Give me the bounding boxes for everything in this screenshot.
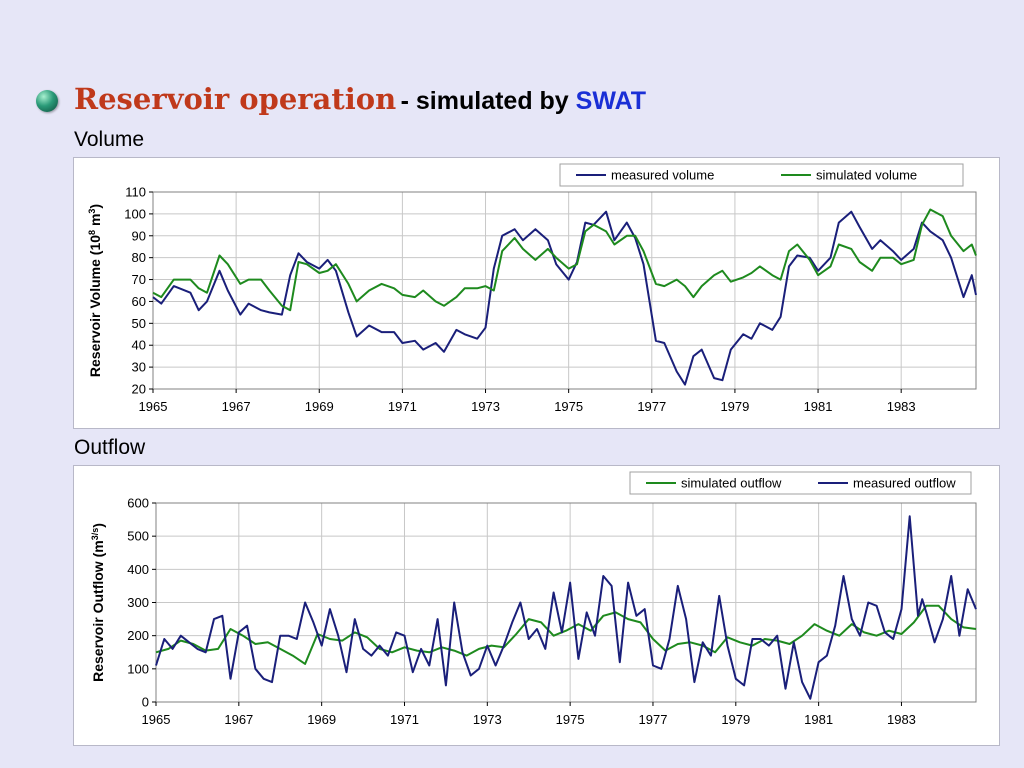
y-tick-label: 300 (127, 595, 149, 610)
x-tick-label: 1965 (139, 399, 168, 414)
outflow-chart-panel: 0 100 200 300 400 500 600 1965 1967 1969 1971 1973 1… (73, 465, 1000, 746)
legend-label: simulated volume (816, 168, 917, 183)
y-tick-label: 80 (132, 250, 146, 265)
volume-section-label: Volume (74, 128, 145, 151)
y-tick-label: 200 (127, 628, 149, 643)
y-tick-label: 70 (132, 272, 146, 287)
y-tick-label: 90 (132, 228, 146, 243)
y-tick-label: 100 (124, 206, 146, 221)
x-tick-label: 1971 (390, 712, 419, 727)
y-tick-label: 50 (132, 316, 146, 331)
series-line-simulated-outflow (155, 604, 977, 665)
y-tick-label: 0 (142, 695, 149, 710)
x-tick-label: 1979 (721, 712, 750, 727)
slide-title: Reservoir operation - simulated by SWAT (74, 82, 646, 116)
x-tick-label: 1983 (887, 399, 916, 414)
x-tick-label: 1979 (720, 399, 749, 414)
x-tick-label: 1971 (388, 399, 417, 414)
title-sub: - simulated by (400, 87, 576, 115)
x-tick-label: 1965 (142, 712, 171, 727)
y-tick-label: 600 (127, 496, 149, 511)
x-tick-label: 1967 (222, 399, 251, 414)
y-axis-label: Reservoir Outflow (m3/s) (90, 523, 106, 682)
y-tick-label: 500 (127, 529, 149, 544)
legend-label: measured volume (611, 168, 714, 183)
volume-chart-panel: 20 30 40 50 60 70 80 90 100 110 1965 1967 1969 1971 19… (73, 157, 1000, 429)
legend (559, 163, 964, 187)
x-tick-label: 1975 (556, 712, 585, 727)
outflow-chart: 0 100 200 300 400 500 600 1965 1967 1969 1971 1973 1… (90, 471, 977, 727)
y-tick-label: 30 (132, 360, 146, 375)
y-tick-label: 400 (127, 562, 149, 577)
x-tick-label: 1969 (305, 399, 334, 414)
y-tick-label: 20 (132, 382, 146, 397)
legend (629, 471, 972, 495)
x-tick-label: 1983 (887, 712, 916, 727)
legend-label: measured outflow (853, 476, 956, 491)
x-tick-label: 1977 (637, 399, 666, 414)
x-tick-label: 1981 (804, 399, 833, 414)
x-tick-label: 1981 (804, 712, 833, 727)
title-swat: SWAT (575, 87, 647, 115)
series-line-simulated-volume (152, 208, 977, 312)
x-tick-label: 1967 (224, 712, 253, 727)
y-tick-label: 100 (127, 661, 149, 676)
title-main: Reservoir operation (74, 82, 397, 116)
series-line-measured-outflow (155, 515, 977, 700)
y-tick-label: 110 (125, 185, 146, 200)
plot-area (152, 191, 977, 390)
y-tick-label: 60 (132, 294, 146, 309)
x-tick-label: 1973 (473, 712, 502, 727)
legend-label: simulated outflow (681, 476, 782, 491)
y-tick-label: 40 (132, 338, 146, 353)
volume-chart: 20 30 40 50 60 70 80 90 100 110 1965 1967 1969 1971 19… (87, 163, 977, 414)
y-axis-label: Reservoir Volume (108 m3) (87, 204, 103, 377)
x-tick-label: 1975 (554, 399, 583, 414)
outflow-section-label: Outflow (74, 436, 146, 459)
x-tick-label: 1977 (639, 712, 668, 727)
bullet-sphere-icon (36, 90, 58, 112)
x-tick-label: 1973 (471, 399, 500, 414)
x-tick-label: 1969 (307, 712, 336, 727)
